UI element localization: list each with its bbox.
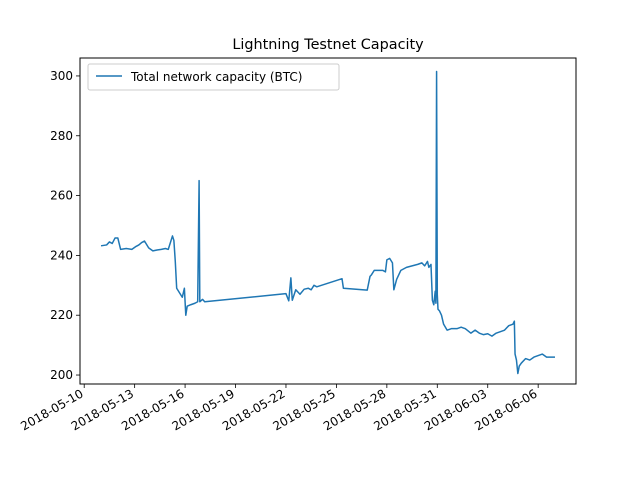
series-line-0: [100, 70, 555, 375]
legend: Total network capacity (BTC): [87, 63, 340, 91]
x-axis: 2018-05-102018-05-132018-05-162018-05-19…: [18, 384, 540, 433]
series-layer: [100, 70, 555, 375]
chart-title: Lightning Testnet Capacity: [232, 37, 424, 53]
y-tick-label: 280: [50, 129, 73, 143]
y-axis: 200 220 240 260 280 300: [50, 69, 80, 382]
y-tick-label: 220: [50, 308, 73, 322]
y-tick-label: 200: [50, 368, 73, 382]
plot-frame: [79, 57, 577, 385]
legend-label: Total network capacity (BTC): [130, 70, 302, 84]
y-tick-label: 300: [50, 69, 73, 83]
legend-box: [87, 63, 340, 91]
y-tick-label: 260: [50, 189, 73, 203]
y-tick-label: 240: [50, 248, 73, 262]
